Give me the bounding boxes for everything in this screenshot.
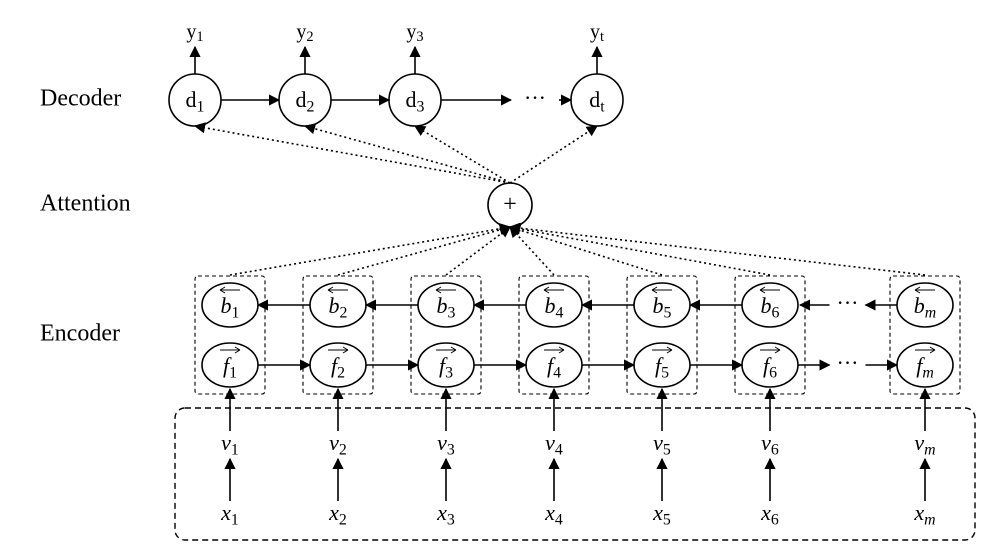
arrow-attn-to-d-1 bbox=[305, 126, 510, 183]
output-label-t: yt bbox=[590, 21, 604, 46]
x-label-m: xm bbox=[913, 500, 935, 528]
attention-label: Attention bbox=[40, 191, 131, 217]
arrow-enc-to-attn-5 bbox=[510, 227, 662, 275]
arrow-attn-to-d-2 bbox=[415, 126, 510, 183]
attention-plus: + bbox=[503, 192, 517, 218]
x-label-3: x3 bbox=[436, 500, 455, 528]
arrow-enc-to-attn-m bbox=[510, 227, 925, 275]
output-label-3: y3 bbox=[406, 21, 423, 46]
arrow-enc-to-attn-6 bbox=[510, 227, 770, 275]
x-label-2: x2 bbox=[328, 500, 347, 528]
input-dashed-container bbox=[175, 408, 975, 540]
encoder-ellipsis-bf-0: ··· bbox=[837, 290, 859, 315]
decoder-ellipsis: ··· bbox=[524, 85, 546, 110]
v-label-2: v2 bbox=[329, 430, 347, 458]
v-label-4: v4 bbox=[545, 430, 563, 458]
x-label-1: x1 bbox=[220, 500, 239, 528]
arrow-enc-to-attn-3 bbox=[446, 227, 510, 275]
v-label-3: v3 bbox=[437, 430, 455, 458]
arrow-attn-to-d-3 bbox=[510, 126, 597, 183]
encoder-label: Encoder bbox=[40, 321, 120, 347]
arrow-enc-to-attn-2 bbox=[338, 227, 510, 275]
decoder-row: d1y1d2y2d3y3dtyt··· bbox=[169, 21, 623, 126]
v-label-m: vm bbox=[914, 430, 935, 458]
v-label-1: v1 bbox=[221, 430, 239, 458]
output-label-2: y2 bbox=[296, 21, 313, 46]
encoder-ellipsis-bf-1: ··· bbox=[837, 350, 859, 375]
encoder-group: b1f1v1x1b2f2v2x2b3f3v3x3b4f4v4x4b5f5v5x5… bbox=[175, 227, 975, 540]
attention-node-group: + bbox=[195, 126, 597, 227]
arrow-enc-to-attn-1 bbox=[230, 227, 510, 275]
decoder-label: Decoder bbox=[40, 86, 121, 112]
output-label-1: y1 bbox=[186, 21, 203, 46]
v-label-6: v6 bbox=[761, 430, 779, 458]
x-label-6: x6 bbox=[760, 500, 779, 528]
x-label-5: x5 bbox=[652, 500, 671, 528]
v-label-5: v5 bbox=[653, 430, 671, 458]
x-label-4: x4 bbox=[544, 500, 563, 528]
